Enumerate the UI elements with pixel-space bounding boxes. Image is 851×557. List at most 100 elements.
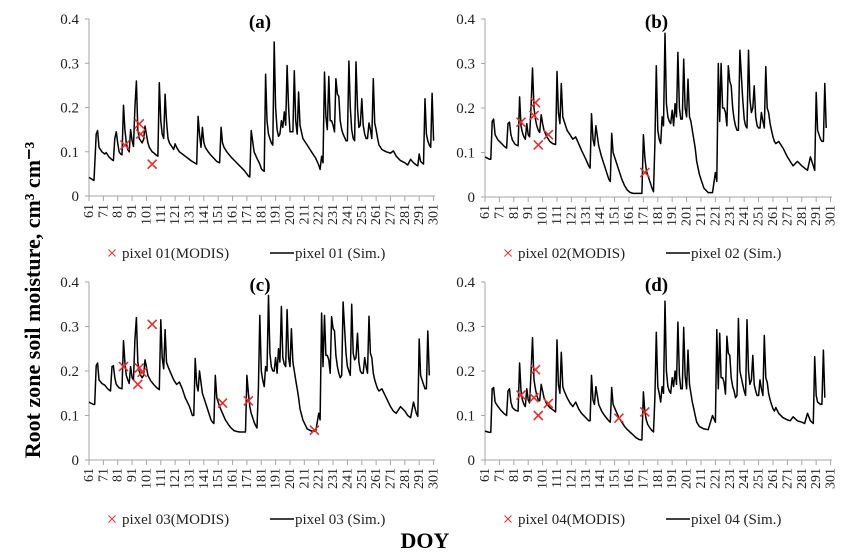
x-tick-label: 141 bbox=[593, 468, 608, 489]
x-tick-label: 301 bbox=[824, 468, 839, 489]
x-tick-label: 241 bbox=[737, 205, 752, 226]
modis-point-stroke bbox=[533, 410, 544, 421]
x-tick-label: 281 bbox=[398, 204, 413, 225]
sim-series-line bbox=[484, 300, 826, 441]
y-tick-label: 0.3 bbox=[456, 57, 475, 73]
x-tick-label: 181 bbox=[651, 205, 666, 226]
x-tick-label: 151 bbox=[608, 468, 623, 489]
modis-point-stroke bbox=[243, 395, 254, 406]
x-tick-label: 211 bbox=[694, 205, 709, 225]
modis-point-stroke bbox=[530, 364, 541, 375]
x-tick-label: 191 bbox=[665, 468, 680, 489]
x-tick-label: 231 bbox=[723, 468, 738, 489]
x-tick-label: 171 bbox=[636, 205, 651, 226]
legend-label: pixel 01(MODIS) bbox=[122, 246, 229, 262]
y-tick-label: 0.2 bbox=[456, 364, 475, 380]
x-tick-label: 71 bbox=[492, 468, 507, 482]
x-tick-label: 251 bbox=[355, 468, 370, 489]
modis-point-stroke bbox=[309, 425, 320, 436]
modis-point bbox=[613, 413, 624, 424]
x-tick-label: 171 bbox=[240, 204, 255, 225]
modis-point bbox=[515, 117, 527, 128]
x-tick-label: 111 bbox=[154, 468, 169, 488]
y-tick-label: 0.1 bbox=[60, 409, 79, 425]
x-tick-label: 111 bbox=[550, 205, 565, 225]
modis-point bbox=[132, 379, 143, 390]
modis-point bbox=[533, 410, 544, 421]
legend-marker-x-icon bbox=[108, 249, 116, 257]
modis-point-stroke bbox=[639, 406, 650, 418]
x-tick-label: 101 bbox=[139, 204, 154, 225]
modis-point-stroke bbox=[135, 128, 146, 140]
modis-point bbox=[515, 389, 527, 401]
y-tick-label: 0.1 bbox=[456, 146, 475, 162]
y-tick-label: 0.4 bbox=[60, 275, 79, 291]
x-tick-label: 251 bbox=[752, 468, 767, 489]
legend: pixel 02(MODIS) pixel 02 (Sim.) bbox=[504, 246, 781, 262]
x-tick-label: 111 bbox=[154, 204, 169, 224]
legend-marker-x-icon bbox=[504, 515, 512, 523]
panel-d: 00.10.20.30.461 71 81 91 101 111 121 131 141 151 1… bbox=[456, 275, 838, 528]
legend-label: pixel 02 (Sim.) bbox=[691, 246, 781, 262]
modis-point bbox=[309, 425, 320, 436]
modis-point bbox=[533, 139, 544, 151]
modis-point bbox=[135, 128, 146, 140]
x-tick-label: 201 bbox=[680, 468, 695, 489]
modis-point bbox=[543, 398, 554, 409]
x-tick-label: 101 bbox=[536, 468, 551, 489]
x-tick-label: 111 bbox=[550, 468, 565, 488]
modis-point bbox=[543, 129, 554, 140]
y-tick-label: 0 bbox=[468, 190, 476, 206]
x-tick-label: 81 bbox=[507, 205, 522, 219]
x-tick-label: 281 bbox=[795, 468, 810, 489]
modis-point bbox=[147, 159, 158, 170]
x-tick-label: 91 bbox=[125, 468, 140, 482]
x-tick-label: 271 bbox=[780, 205, 795, 226]
x-tick-label: 281 bbox=[398, 468, 413, 489]
x-tick-label: 301 bbox=[427, 204, 442, 225]
x-tick-label: 211 bbox=[297, 468, 312, 488]
x-tick-label: 131 bbox=[579, 468, 594, 489]
x-tick-label: 231 bbox=[326, 468, 341, 489]
x-tick-label: 61 bbox=[478, 468, 493, 482]
modis-point-stroke bbox=[543, 129, 554, 140]
x-tick-label: 141 bbox=[197, 468, 212, 489]
x-tick-label: 161 bbox=[226, 204, 241, 225]
x-tick-label: 231 bbox=[326, 204, 341, 225]
x-tick-label: 261 bbox=[369, 468, 384, 489]
x-tick-label: 61 bbox=[478, 205, 493, 219]
sim-series-line bbox=[484, 32, 827, 195]
x-tick-label: 291 bbox=[809, 205, 824, 226]
x-tick-label: 131 bbox=[579, 205, 594, 226]
x-tick-label: 161 bbox=[622, 205, 637, 226]
x-tick-label: 121 bbox=[168, 468, 183, 489]
x-tick-label: 201 bbox=[680, 205, 695, 226]
modis-point-stroke bbox=[147, 319, 158, 330]
x-tick-label: 101 bbox=[536, 205, 551, 226]
y-axis-title: Root zone soil moisture, cm³ cm⁻³ bbox=[20, 141, 45, 458]
x-tick-label: 211 bbox=[297, 204, 312, 224]
x-tick-label: 161 bbox=[622, 468, 637, 489]
modis-point-stroke bbox=[639, 167, 650, 178]
modis-point-stroke bbox=[530, 97, 541, 108]
x-tick-label: 151 bbox=[211, 468, 226, 489]
sim-series-line bbox=[88, 41, 435, 182]
panel-b: 00.10.20.30.461 71 81 91 101 111 121 131 141 151 1… bbox=[456, 12, 838, 262]
x-tick-label: 161 bbox=[226, 468, 241, 489]
x-tick-label: 191 bbox=[665, 205, 680, 226]
y-tick-label: 0 bbox=[468, 453, 476, 469]
y-tick-label: 0.2 bbox=[60, 101, 79, 117]
x-tick-label: 301 bbox=[824, 205, 839, 226]
modis-point-stroke bbox=[515, 389, 527, 401]
x-tick-label: 261 bbox=[369, 204, 384, 225]
x-tick-label: 81 bbox=[507, 468, 522, 482]
y-tick-label: 0.1 bbox=[456, 409, 475, 425]
y-tick-label: 0 bbox=[72, 453, 80, 469]
modis-point-stroke bbox=[543, 398, 554, 409]
x-tick-label: 81 bbox=[111, 468, 126, 482]
x-tick-label: 141 bbox=[593, 205, 608, 226]
x-tick-label: 261 bbox=[766, 205, 781, 226]
x-tick-label: 241 bbox=[340, 204, 355, 225]
y-tick-label: 0.4 bbox=[60, 12, 79, 28]
